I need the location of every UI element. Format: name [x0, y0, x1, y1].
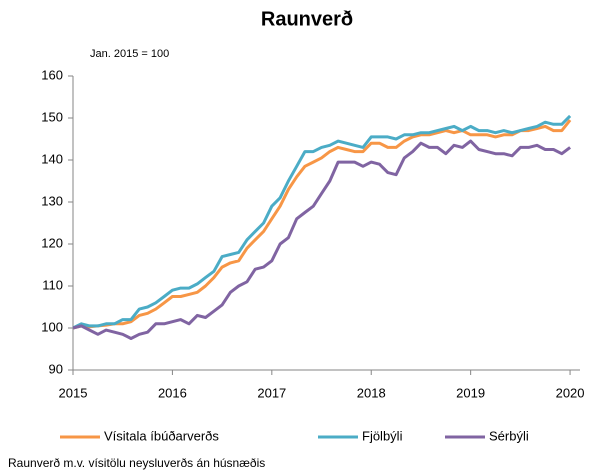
y-tick-label: 120: [41, 235, 63, 250]
x-tick-label: 2019: [456, 385, 485, 400]
line-series: [72, 139, 572, 340]
y-tick-label: 140: [41, 151, 63, 166]
x-tick-label: 2017: [257, 385, 286, 400]
y-tick-label: 110: [42, 277, 63, 292]
y-tick-label: 100: [41, 319, 63, 334]
legend-label: Fjölbýli: [362, 428, 403, 443]
line-series: [72, 119, 572, 330]
x-tick-label: 2016: [158, 385, 187, 400]
legend-label: Vísitala íbúðarverðs: [104, 428, 219, 443]
x-tick-label: 2015: [59, 385, 88, 400]
chart-title: Raunverð: [261, 8, 353, 30]
y-tick-label: 150: [41, 109, 63, 124]
x-tick-label: 2020: [556, 385, 585, 400]
y-tick-label: 160: [41, 67, 63, 82]
y-tick-label: 90: [49, 361, 63, 376]
x-tick-label: 2018: [357, 385, 386, 400]
chart-subtitle: Jan. 2015 = 100: [90, 48, 169, 60]
y-tick-label: 130: [41, 193, 63, 208]
chart-note: Raunverð m.v. vísitölu neysluverðs án hú…: [8, 456, 265, 470]
line-series: [72, 114, 572, 330]
legend-label: Sérbýli: [489, 428, 529, 443]
